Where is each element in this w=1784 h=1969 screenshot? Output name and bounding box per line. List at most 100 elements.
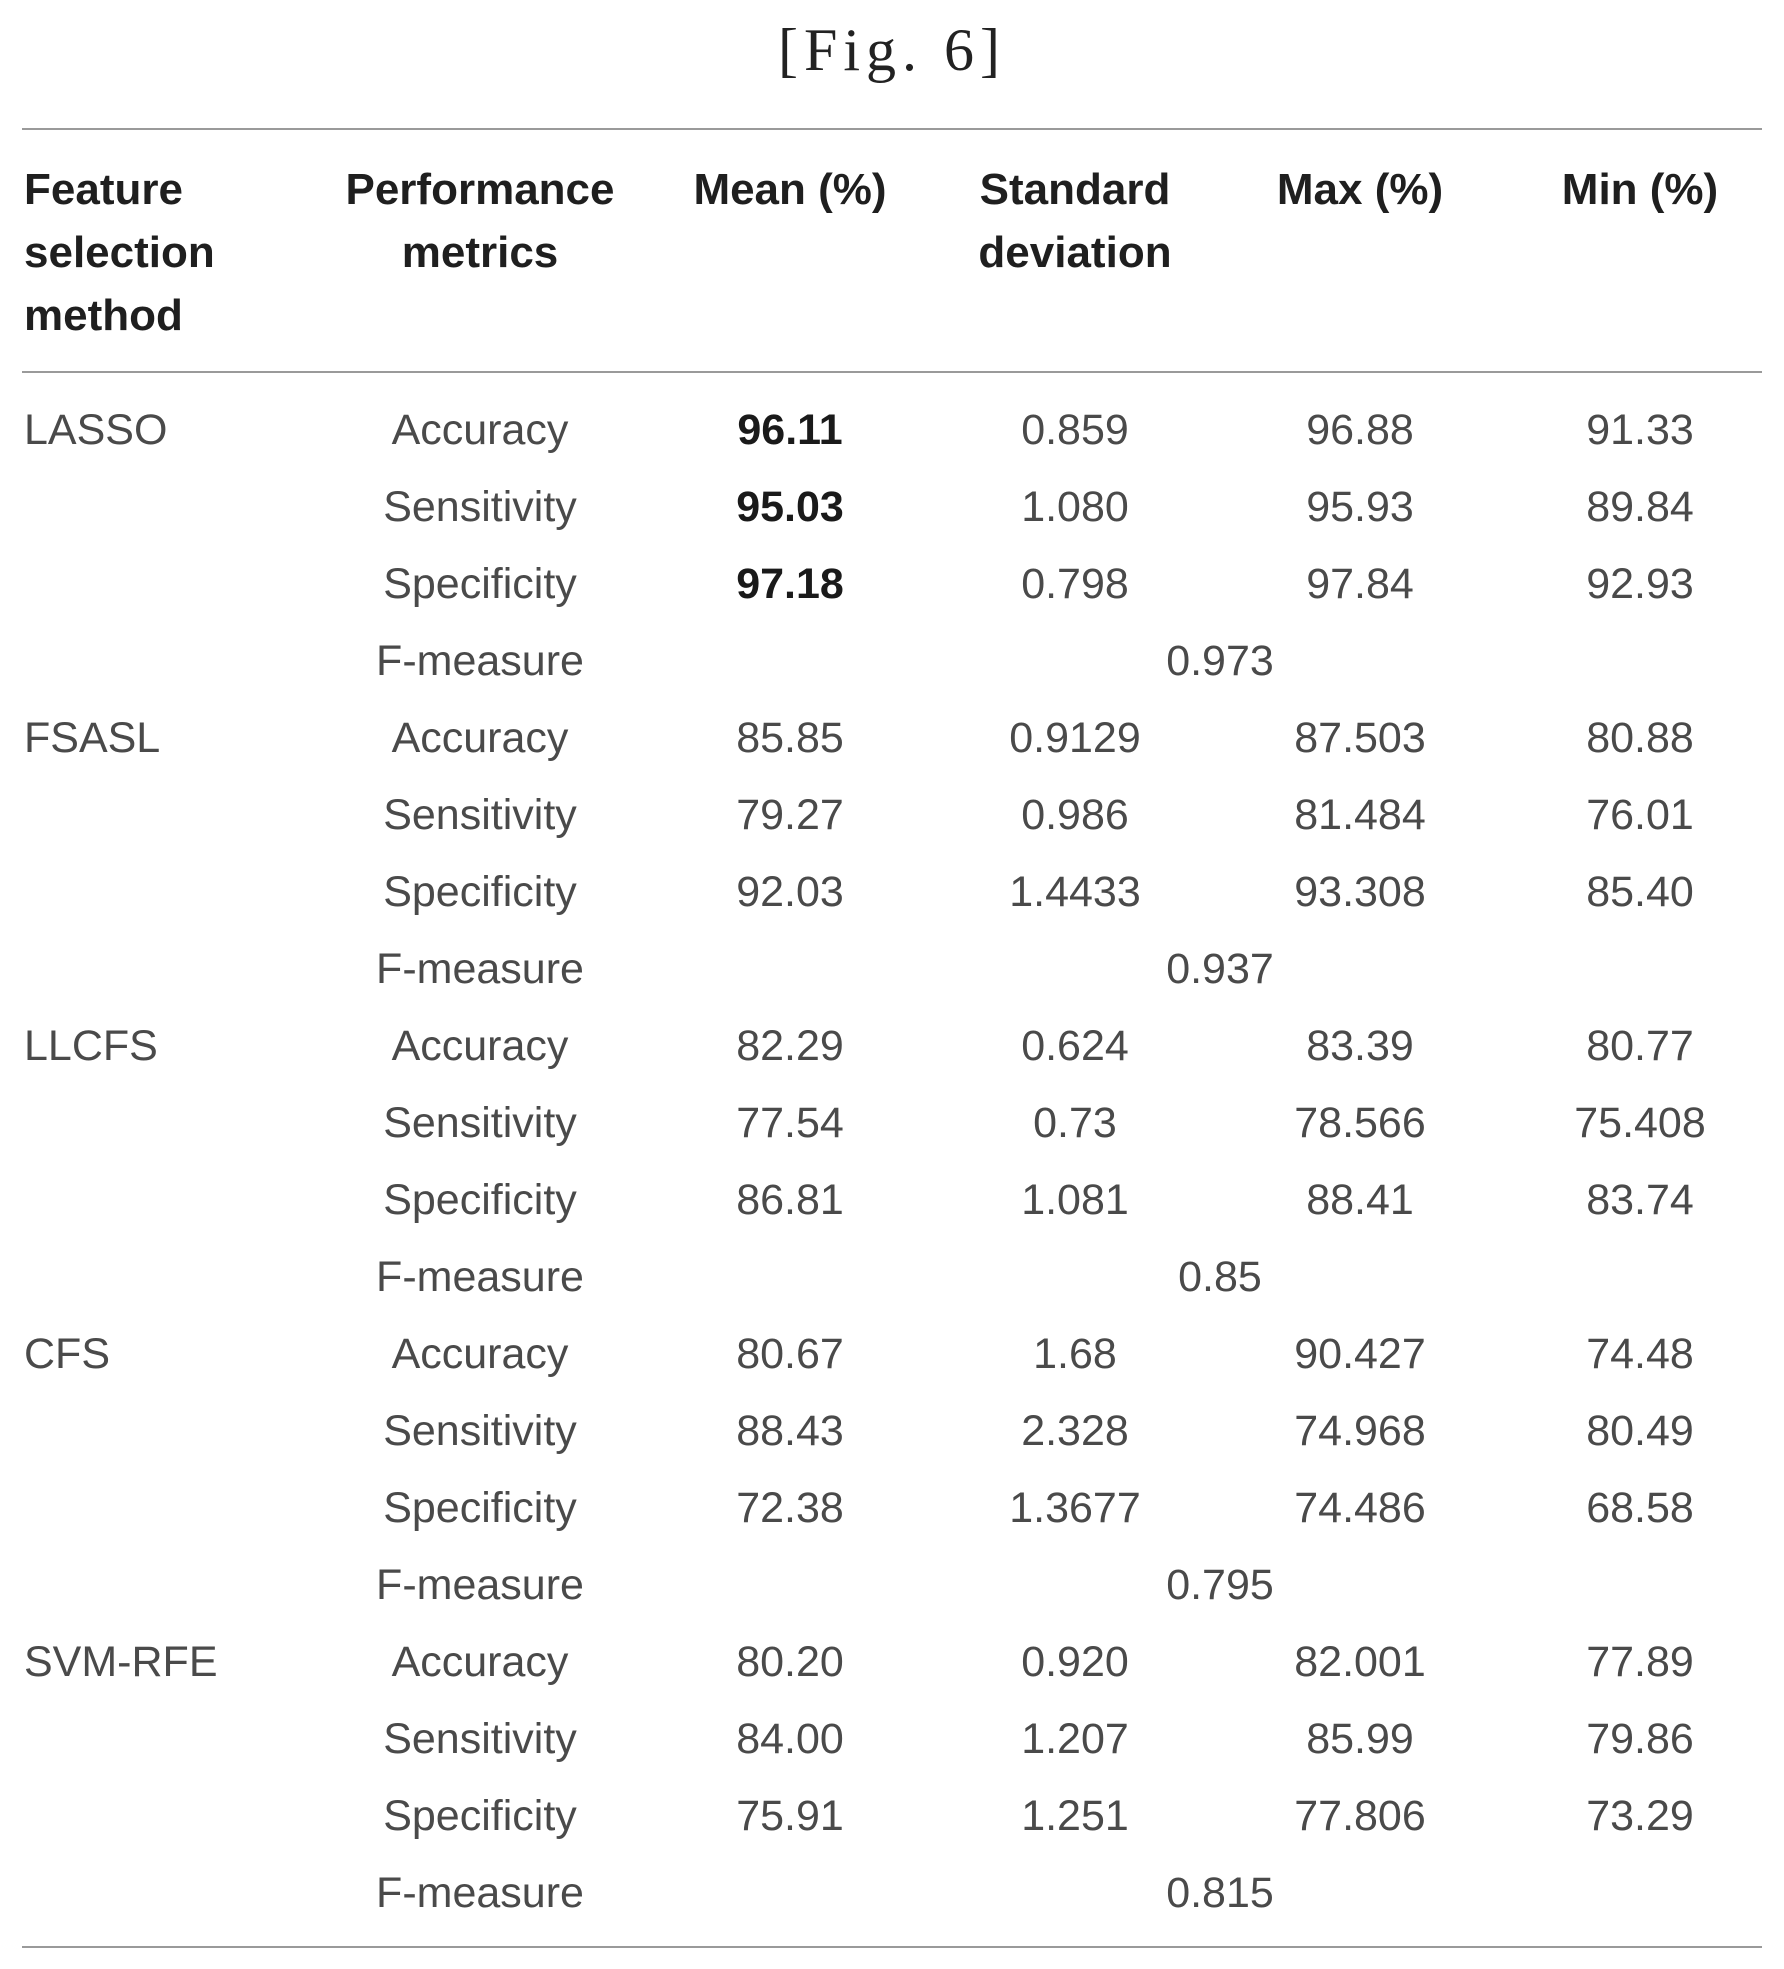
table-row: Sensitivity 77.54 0.73 78.566 75.408 <box>0 1087 1784 1164</box>
metric-label: Sensitivity <box>383 1099 577 1147</box>
table-row: Specificity 92.03 1.4433 93.308 85.40 <box>0 856 1784 933</box>
f-measure-label: F-measure <box>376 945 584 993</box>
f-measure-row: F-measure 0.85 <box>0 1241 1784 1318</box>
f-measure-value: 0.815 <box>1166 1869 1274 1917</box>
metric-label: Specificity <box>383 868 577 916</box>
min-value: 75.408 <box>1574 1099 1706 1147</box>
header-standard-deviation: Standard deviation <box>978 165 1172 277</box>
sd-value: 0.920 <box>1021 1638 1129 1686</box>
max-value: 74.486 <box>1294 1484 1426 1532</box>
sd-value: 0.859 <box>1021 406 1129 454</box>
min-value: 89.84 <box>1586 483 1694 531</box>
max-value: 95.93 <box>1306 483 1414 531</box>
table-row: Sensitivity 95.03 1.080 95.93 89.84 <box>0 471 1784 548</box>
max-value: 77.806 <box>1294 1792 1426 1840</box>
mean-value: 85.85 <box>736 714 844 762</box>
sd-value: 1.080 <box>1021 483 1129 531</box>
sd-value: 1.3677 <box>1009 1484 1141 1532</box>
f-measure-row: F-measure 0.795 <box>0 1549 1784 1626</box>
table-row: SVM-RFE Accuracy 80.20 0.920 82.001 77.89 <box>0 1626 1784 1703</box>
metric-label: Sensitivity <box>383 1715 577 1763</box>
min-value: 85.40 <box>1586 868 1694 916</box>
sd-value: 0.73 <box>1033 1099 1117 1147</box>
max-value: 87.503 <box>1294 714 1426 762</box>
figure-title: [Fig. 6] <box>778 17 1006 83</box>
max-value: 96.88 <box>1306 406 1414 454</box>
sd-value: 1.4433 <box>1009 868 1141 916</box>
table-row: Specificity 72.38 1.3677 74.486 68.58 <box>0 1472 1784 1549</box>
min-value: 76.01 <box>1586 791 1694 839</box>
header-max: Max (%) <box>1276 165 1444 214</box>
max-value: 90.427 <box>1294 1330 1426 1378</box>
mean-value: 86.81 <box>736 1176 844 1224</box>
max-value: 85.99 <box>1306 1715 1414 1763</box>
min-value: 68.58 <box>1586 1484 1694 1532</box>
table-row: FSASL Accuracy 85.85 0.9129 87.503 80.88 <box>0 702 1784 779</box>
f-measure-label: F-measure <box>376 1253 584 1301</box>
min-value: 74.48 <box>1586 1330 1694 1378</box>
metric-label: Specificity <box>383 560 577 608</box>
sd-value: 1.081 <box>1021 1176 1129 1224</box>
mean-value: 79.27 <box>736 791 844 839</box>
f-measure-row: F-measure 0.815 <box>0 1857 1784 1934</box>
sd-value: 0.798 <box>1021 560 1129 608</box>
method-name: SVM-RFE <box>24 1638 218 1686</box>
table-row: Sensitivity 88.43 2.328 74.968 80.49 <box>0 1395 1784 1472</box>
table-row: LLCFS Accuracy 82.29 0.624 83.39 80.77 <box>0 1010 1784 1087</box>
sd-value: 0.9129 <box>1009 714 1141 762</box>
header-min: Min (%) <box>1561 165 1719 214</box>
max-value: 74.968 <box>1294 1407 1426 1455</box>
f-measure-value: 0.85 <box>1178 1253 1262 1301</box>
f-measure-row: F-measure 0.937 <box>0 933 1784 1010</box>
header-metric: Performance metrics <box>345 165 615 277</box>
min-value: 79.86 <box>1586 1715 1694 1763</box>
mean-value: 77.54 <box>736 1099 844 1147</box>
table-top-rule <box>22 128 1762 130</box>
min-value: 80.77 <box>1586 1022 1694 1070</box>
metric-label: Accuracy <box>391 1022 569 1070</box>
min-value: 73.29 <box>1586 1792 1694 1840</box>
metric-label: Specificity <box>383 1176 577 1224</box>
sd-value: 0.624 <box>1021 1022 1129 1070</box>
min-value: 91.33 <box>1586 406 1694 454</box>
table-row: LASSO Accuracy 96.11 0.859 96.88 91.33 <box>0 394 1784 471</box>
max-value: 78.566 <box>1294 1099 1426 1147</box>
metric-label: Sensitivity <box>383 791 577 839</box>
f-measure-row: F-measure 0.973 <box>0 625 1784 702</box>
metric-label: Sensitivity <box>383 483 577 531</box>
mean-value: 82.29 <box>736 1022 844 1070</box>
max-value: 93.308 <box>1294 868 1426 916</box>
metric-label: Accuracy <box>391 1638 569 1686</box>
metric-label: Specificity <box>383 1484 577 1532</box>
min-value: 92.93 <box>1586 560 1694 608</box>
table-bottom-rule <box>22 1946 1762 1948</box>
table-row: Specificity 86.81 1.081 88.41 83.74 <box>0 1164 1784 1241</box>
max-value: 97.84 <box>1306 560 1414 608</box>
method-name: LLCFS <box>24 1022 158 1070</box>
max-value: 82.001 <box>1294 1638 1426 1686</box>
method-name: CFS <box>24 1330 110 1378</box>
mean-value: 84.00 <box>736 1715 844 1763</box>
mean-value: 75.91 <box>736 1792 844 1840</box>
sd-value: 1.68 <box>1033 1330 1117 1378</box>
mean-value: 92.03 <box>736 868 844 916</box>
method-name: LASSO <box>24 406 168 454</box>
sd-value: 1.251 <box>1021 1792 1129 1840</box>
min-value: 80.49 <box>1586 1407 1694 1455</box>
sd-value: 2.328 <box>1021 1407 1129 1455</box>
mean-value: 96.11 <box>737 406 843 454</box>
mean-value: 97.18 <box>736 560 844 608</box>
header-mean: Mean (%) <box>693 165 887 214</box>
table-row: Sensitivity 79.27 0.986 81.484 76.01 <box>0 779 1784 856</box>
mean-value: 72.38 <box>736 1484 844 1532</box>
mean-value: 80.67 <box>736 1330 844 1378</box>
table-row: Specificity 97.18 0.798 97.84 92.93 <box>0 548 1784 625</box>
max-value: 81.484 <box>1294 791 1426 839</box>
f-measure-label: F-measure <box>376 637 584 685</box>
min-value: 83.74 <box>1586 1176 1694 1224</box>
min-value: 77.89 <box>1586 1638 1694 1686</box>
mean-value: 80.20 <box>736 1638 844 1686</box>
f-measure-value: 0.937 <box>1166 945 1274 993</box>
metric-label: Accuracy <box>391 714 569 762</box>
mean-value: 88.43 <box>736 1407 844 1455</box>
